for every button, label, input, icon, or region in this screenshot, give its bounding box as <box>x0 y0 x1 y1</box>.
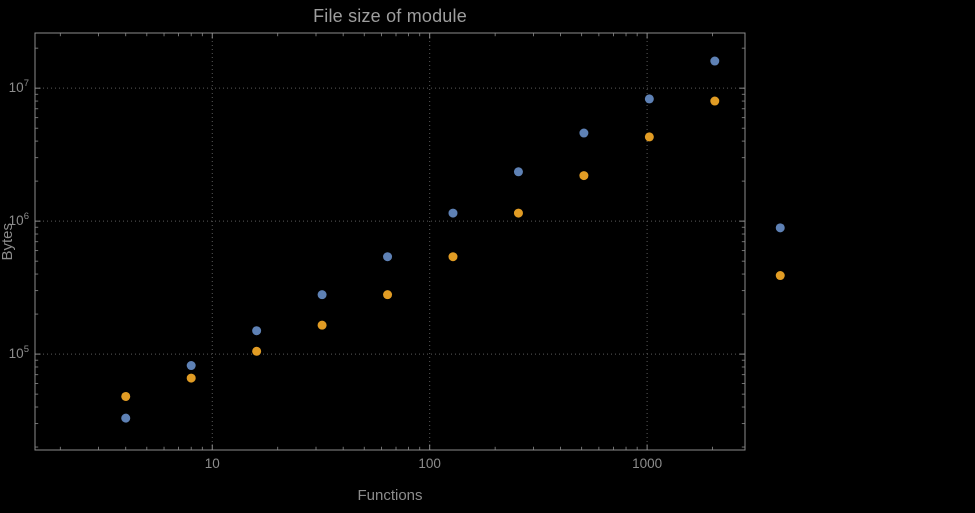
data-point-series-blue <box>775 223 785 233</box>
data-point-series-orange <box>775 271 785 281</box>
x-axis-label: Functions <box>357 487 423 504</box>
data-point-series-blue <box>383 252 393 262</box>
x-tick-label: 1000 <box>632 456 662 471</box>
data-point-series-blue <box>644 94 654 104</box>
data-point-series-blue <box>579 128 589 138</box>
data-point-series-blue <box>448 208 458 218</box>
chart-title: File size of module <box>313 6 467 26</box>
y-tick-label: 106 <box>9 211 29 228</box>
points-series-blue <box>121 56 785 423</box>
data-point-series-orange <box>252 346 262 356</box>
data-point-series-orange <box>448 252 458 262</box>
data-point-series-blue <box>252 326 262 336</box>
y-tick-label: 107 <box>9 78 29 95</box>
y-tick-labels: 105 106 107 <box>9 78 29 361</box>
gridlines <box>35 33 745 450</box>
data-point-series-orange <box>121 391 131 401</box>
data-point-series-orange <box>710 96 720 106</box>
x-tick-labels: 10 100 1000 <box>205 456 662 471</box>
data-point-series-orange <box>186 373 196 383</box>
plot-frame <box>34 32 746 451</box>
points-series-orange <box>121 96 785 401</box>
data-point-series-orange <box>383 290 393 300</box>
data-point-series-orange <box>644 132 654 142</box>
data-point-series-orange <box>317 320 327 330</box>
data-point-series-orange <box>513 208 523 218</box>
data-point-series-orange <box>579 171 589 181</box>
data-point-series-blue <box>121 413 131 423</box>
data-point-series-blue <box>186 361 196 371</box>
x-tick-label: 100 <box>418 456 441 471</box>
x-tick-label: 10 <box>205 456 220 471</box>
data-point-series-blue <box>513 167 523 177</box>
y-tick-label: 105 <box>9 344 29 361</box>
axis-ticks <box>35 33 745 450</box>
data-point-series-blue <box>710 56 720 66</box>
data-point-series-blue <box>317 290 327 300</box>
